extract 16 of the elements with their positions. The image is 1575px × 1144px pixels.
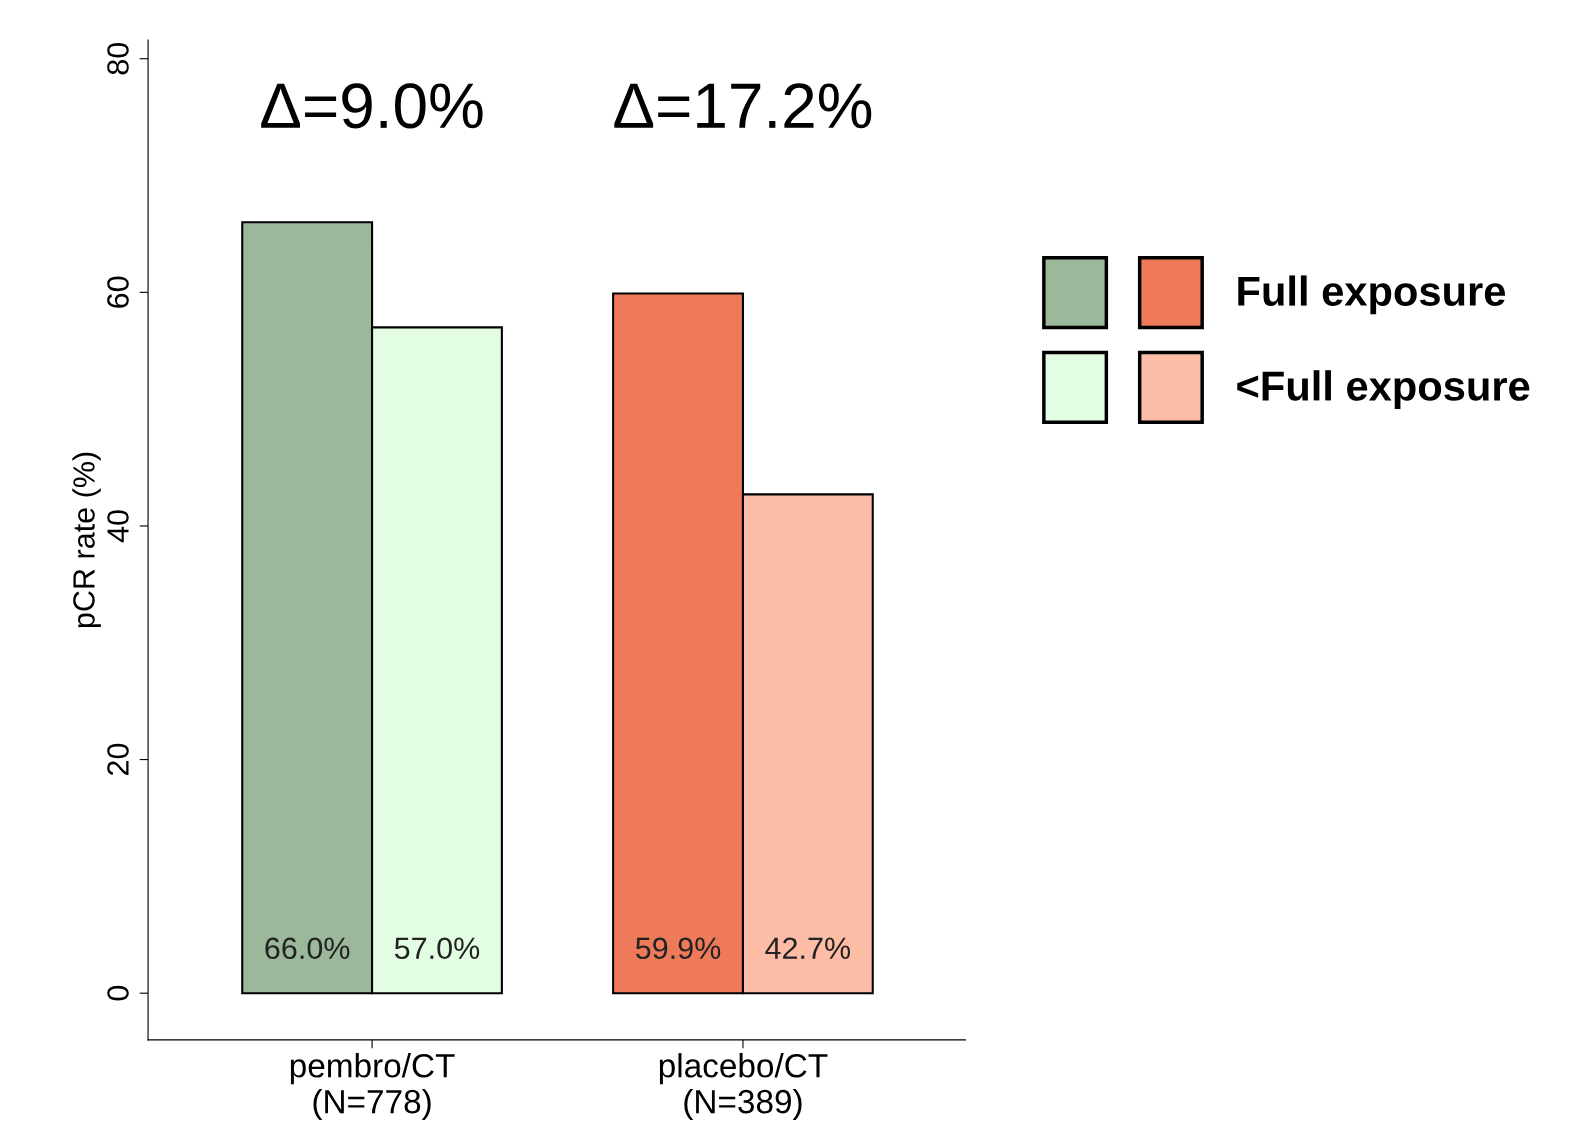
annotation: Δ=17.2% [614, 83, 872, 129]
data-label: 66.0% [265, 937, 350, 960]
y-tick-label: 20 [107, 743, 129, 776]
legend-label: Full exposure [1238, 275, 1505, 315]
legend-label: <Full exposure [1237, 370, 1530, 410]
y-tick-label: 80 [107, 42, 129, 75]
x-tick-label: pembro/CT (N=778) [290, 1053, 455, 1121]
y-tick-label: 40 [107, 510, 129, 543]
data-label: 59.9% [635, 937, 721, 960]
data-label: 42.7% [765, 937, 851, 959]
x-tick-label: placebo/CT (N=389) [659, 1053, 828, 1121]
data-label: 57.0% [394, 937, 480, 960]
y-axis-title: pCR rate (%) [72, 452, 101, 628]
y-tick-label: 60 [107, 276, 129, 308]
annotation: Δ=9.0% [261, 83, 483, 129]
y-tick-label: 0 [107, 985, 129, 1001]
